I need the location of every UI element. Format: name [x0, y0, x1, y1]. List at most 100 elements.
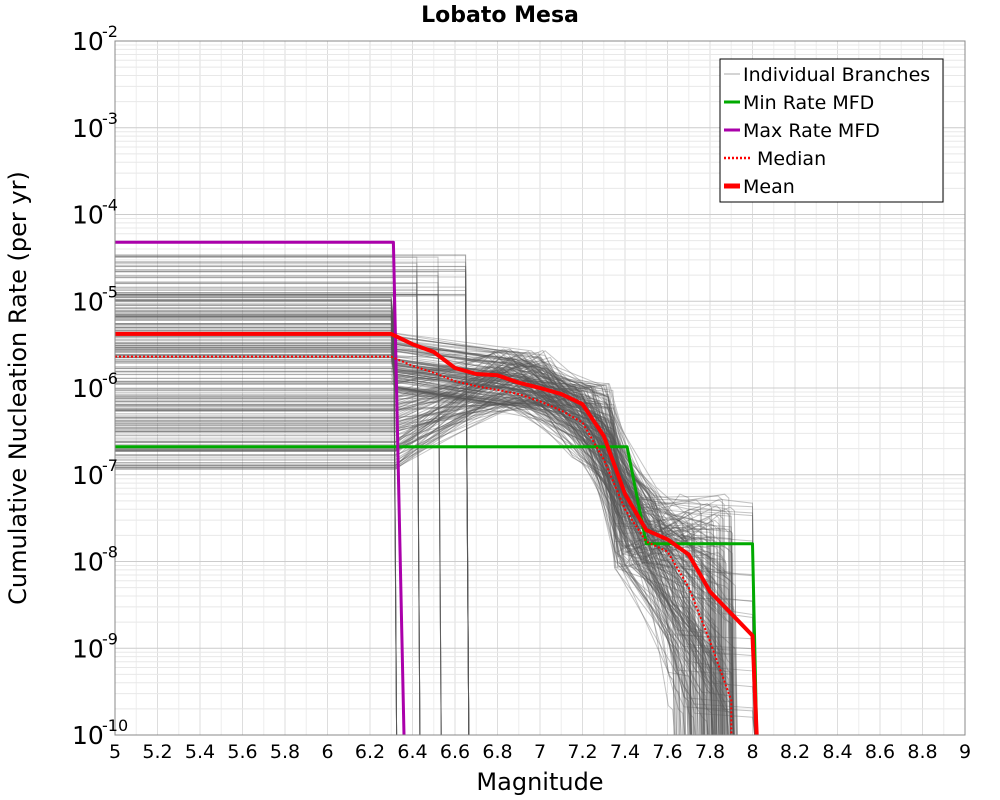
x-tick-label: 8.2: [780, 741, 810, 763]
branch-line: [115, 361, 713, 736]
branch-line: [115, 326, 713, 736]
chart-title: Lobato Mesa: [421, 3, 579, 28]
x-tick-label: 7.8: [695, 741, 725, 763]
branch-line: [115, 379, 734, 736]
branch-line: [115, 382, 722, 736]
branch-line: [115, 341, 697, 736]
branch-line: [115, 276, 470, 736]
branch-line: [115, 282, 442, 736]
branch-line: [115, 335, 756, 736]
branch-line: [115, 389, 692, 736]
branch-line: [115, 334, 686, 736]
branch-line: [115, 290, 470, 736]
branch-line: [115, 293, 442, 736]
branch-line: [115, 345, 722, 736]
branch-line: [115, 342, 692, 736]
branch-line: [115, 393, 681, 736]
branch-line: [115, 367, 734, 736]
branch-line: [115, 350, 705, 736]
x-tick-label: 6.2: [355, 741, 385, 763]
x-tick-label: 9: [959, 741, 971, 763]
branch-line: [115, 362, 713, 736]
branch-line: [115, 314, 734, 736]
branch-line: [115, 336, 713, 736]
x-tick-label: 5.6: [227, 741, 257, 763]
branch-line: [115, 270, 470, 736]
branch-line: [115, 349, 703, 736]
branch-line: [115, 349, 704, 736]
branch-line: [115, 376, 705, 736]
branch-line: [115, 323, 720, 736]
branch-line: [115, 402, 697, 736]
x-tick-label: 6.6: [440, 741, 470, 763]
branch-line: [115, 362, 756, 736]
branch-line: [115, 345, 730, 736]
x-axis-label: Magnitude: [476, 768, 603, 796]
branch-line: [115, 325, 738, 736]
branch-line: [115, 323, 689, 736]
branch-line: [115, 256, 421, 736]
branch-line: [115, 269, 470, 736]
branch-line: [115, 405, 718, 736]
branch-line: [115, 316, 706, 736]
branch-line: [115, 365, 709, 736]
branch-line: [115, 355, 756, 736]
branch-line: [115, 256, 442, 736]
branch-line: [115, 381, 715, 736]
legend-label-min-rate-mfd: Min Rate MFD: [743, 92, 874, 114]
branch-line: [115, 354, 692, 736]
branch-line: [115, 332, 716, 736]
branch-line: [115, 370, 728, 736]
branch-line: [115, 304, 692, 736]
branch-line: [115, 359, 679, 736]
branch-line: [115, 360, 717, 736]
x-tick-label: 6: [321, 741, 333, 763]
x-tick-label: 5.4: [185, 741, 215, 763]
branch-line: [115, 381, 716, 736]
branch-line: [115, 374, 709, 736]
branch-line: [115, 297, 735, 736]
branch-line: [115, 299, 713, 736]
branch-line: [115, 275, 442, 736]
x-tick-label: 8.6: [865, 741, 895, 763]
branch-line: [115, 361, 734, 736]
summary-series: [115, 240, 759, 736]
branch-line: [115, 319, 756, 736]
y-tick-label: 10: [72, 27, 104, 56]
branch-line: [115, 370, 756, 736]
x-tick-label: 8.4: [822, 741, 852, 763]
branch-line: [115, 296, 715, 736]
branch-line: [115, 371, 723, 736]
branch-line: [115, 255, 470, 736]
branch-line: [115, 311, 708, 736]
branch-line: [115, 368, 678, 736]
x-tick-label: 6.8: [482, 741, 512, 763]
y-tick-label: 10: [72, 634, 104, 663]
x-tick-label: 8: [746, 741, 758, 763]
branch-line: [115, 353, 718, 736]
branch-line: [115, 348, 756, 736]
y-axis-ticks: 10-210-310-410-510-610-710-810-910-10: [72, 22, 128, 750]
branch-line: [115, 276, 421, 736]
branch-line: [115, 390, 727, 736]
x-tick-label: 8.8: [907, 741, 937, 763]
x-tick-label: 6.4: [397, 741, 427, 763]
series-line-max-rate-mfd: [115, 240, 406, 736]
branch-line: [115, 388, 713, 736]
branch-line: [115, 306, 705, 736]
y-tick-exponent: -8: [102, 543, 118, 562]
branch-line: [115, 350, 721, 736]
branch-line: [115, 262, 421, 736]
branch-line: [115, 288, 421, 736]
branch-line: [115, 293, 470, 736]
branch-line: [115, 393, 713, 736]
plot-frame: [114, 40, 966, 736]
branch-line: [115, 375, 729, 736]
y-tick-exponent: -3: [102, 109, 118, 128]
branch-line: [115, 294, 470, 736]
branch-line: [115, 348, 756, 736]
branch-line: [115, 366, 703, 736]
branch-line: [115, 383, 706, 736]
branch-line: [115, 366, 716, 736]
branch-line: [115, 343, 729, 736]
